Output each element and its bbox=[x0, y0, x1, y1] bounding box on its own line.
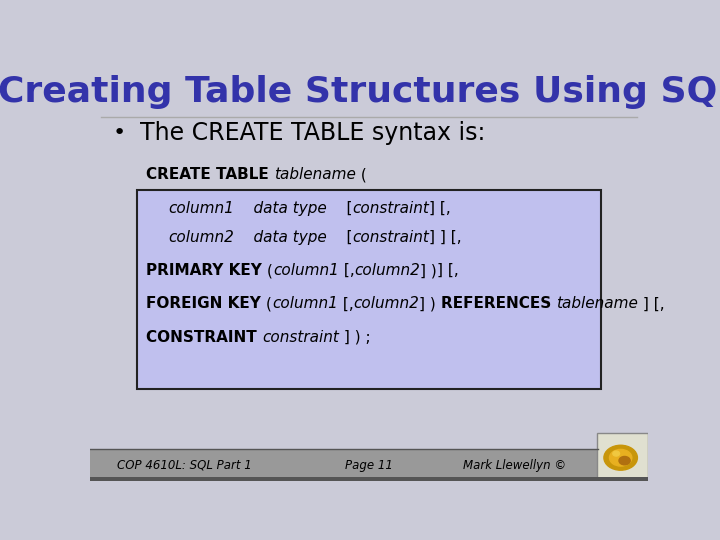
Text: ] ) ;: ] ) ; bbox=[338, 329, 370, 345]
Text: Page 11: Page 11 bbox=[345, 458, 393, 472]
Bar bbox=[90, 449, 648, 481]
Text: ] [,: ] [, bbox=[437, 263, 459, 278]
Text: REFERENCES: REFERENCES bbox=[441, 296, 557, 312]
Text: column2: column2 bbox=[168, 230, 234, 245]
Text: (: ( bbox=[356, 167, 366, 183]
Bar bbox=[597, 433, 648, 481]
Circle shape bbox=[610, 449, 632, 466]
Text: [,: [, bbox=[338, 296, 354, 312]
Text: The CREATE TABLE syntax is:: The CREATE TABLE syntax is: bbox=[140, 122, 485, 145]
Text: FOREIGN KEY: FOREIGN KEY bbox=[145, 296, 266, 312]
Text: CONSTRAINT: CONSTRAINT bbox=[145, 329, 262, 345]
Text: [: [ bbox=[327, 201, 352, 216]
Text: tablename: tablename bbox=[274, 167, 356, 183]
Text: column2: column2 bbox=[354, 296, 419, 312]
Text: ] ): ] ) bbox=[419, 296, 441, 312]
Text: (: ( bbox=[266, 296, 271, 312]
Text: column1: column1 bbox=[272, 296, 338, 312]
Text: COP 4610L: SQL Part 1: COP 4610L: SQL Part 1 bbox=[117, 458, 252, 472]
Text: CREATE TABLE: CREATE TABLE bbox=[145, 167, 274, 183]
Text: constraint: constraint bbox=[352, 230, 429, 245]
Text: column2: column2 bbox=[354, 263, 420, 278]
Text: column1: column1 bbox=[273, 263, 338, 278]
Text: (: ( bbox=[267, 263, 273, 278]
Text: ] ] [,: ] ] [, bbox=[429, 230, 462, 245]
Text: ] [,: ] [, bbox=[429, 201, 451, 216]
Text: ] ): ] ) bbox=[420, 263, 437, 278]
Text: column1: column1 bbox=[168, 201, 234, 216]
Text: PRIMARY KEY: PRIMARY KEY bbox=[145, 263, 267, 278]
Circle shape bbox=[619, 456, 630, 465]
Bar bbox=[90, 477, 648, 481]
Circle shape bbox=[604, 446, 637, 470]
Text: Creating Table Structures Using SQL: Creating Table Structures Using SQL bbox=[0, 75, 720, 109]
Text: •: • bbox=[112, 124, 125, 144]
Text: tablename: tablename bbox=[557, 296, 639, 312]
Text: ] [,: ] [, bbox=[639, 296, 665, 312]
Text: constraint: constraint bbox=[262, 329, 338, 345]
Text: [,: [, bbox=[338, 263, 354, 278]
Text: data type: data type bbox=[234, 201, 327, 216]
Text: [: [ bbox=[327, 230, 352, 245]
FancyBboxPatch shape bbox=[138, 190, 600, 389]
Circle shape bbox=[613, 451, 619, 456]
Text: constraint: constraint bbox=[352, 201, 429, 216]
Bar bbox=[90, 450, 648, 455]
Text: data type: data type bbox=[234, 230, 327, 245]
Text: Mark Llewellyn ©: Mark Llewellyn © bbox=[462, 458, 566, 472]
